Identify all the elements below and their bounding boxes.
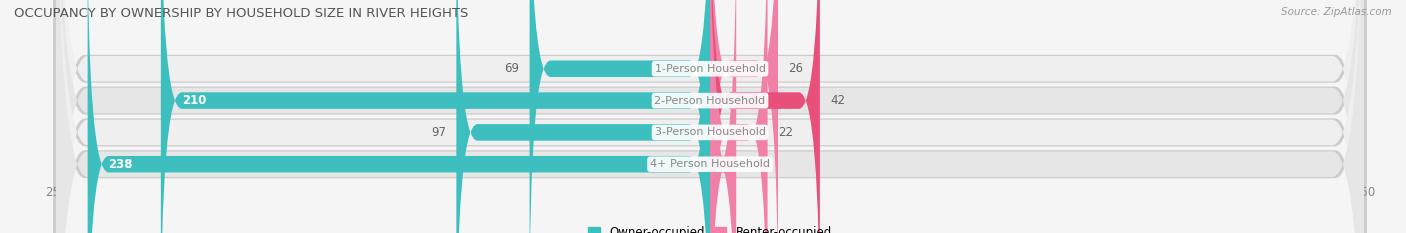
FancyBboxPatch shape: [53, 0, 1367, 233]
Legend: Owner-occupied, Renter-occupied: Owner-occupied, Renter-occupied: [583, 221, 837, 233]
Text: OCCUPANCY BY OWNERSHIP BY HOUSEHOLD SIZE IN RIVER HEIGHTS: OCCUPANCY BY OWNERSHIP BY HOUSEHOLD SIZE…: [14, 7, 468, 20]
Text: 4+ Person Household: 4+ Person Household: [650, 159, 770, 169]
FancyBboxPatch shape: [56, 0, 1364, 233]
Text: 22: 22: [778, 126, 793, 139]
FancyBboxPatch shape: [457, 0, 710, 233]
FancyBboxPatch shape: [53, 0, 1367, 233]
Text: 26: 26: [789, 62, 803, 75]
Text: 97: 97: [430, 126, 446, 139]
FancyBboxPatch shape: [56, 0, 1364, 233]
FancyBboxPatch shape: [710, 0, 768, 233]
Text: 1-Person Household: 1-Person Household: [655, 64, 765, 74]
FancyBboxPatch shape: [53, 0, 1367, 233]
FancyBboxPatch shape: [710, 0, 778, 233]
FancyBboxPatch shape: [710, 0, 737, 233]
Text: 3-Person Household: 3-Person Household: [655, 127, 765, 137]
Text: 42: 42: [831, 94, 845, 107]
FancyBboxPatch shape: [530, 0, 710, 233]
FancyBboxPatch shape: [56, 0, 1364, 233]
Text: 210: 210: [181, 94, 207, 107]
FancyBboxPatch shape: [87, 0, 710, 233]
FancyBboxPatch shape: [160, 0, 710, 233]
FancyBboxPatch shape: [53, 0, 1367, 233]
Text: 2-Person Household: 2-Person Household: [654, 96, 766, 106]
Text: 238: 238: [108, 158, 134, 171]
FancyBboxPatch shape: [56, 0, 1364, 233]
Text: 10: 10: [747, 158, 762, 171]
Text: 69: 69: [505, 62, 519, 75]
FancyBboxPatch shape: [710, 0, 820, 233]
Text: Source: ZipAtlas.com: Source: ZipAtlas.com: [1281, 7, 1392, 17]
